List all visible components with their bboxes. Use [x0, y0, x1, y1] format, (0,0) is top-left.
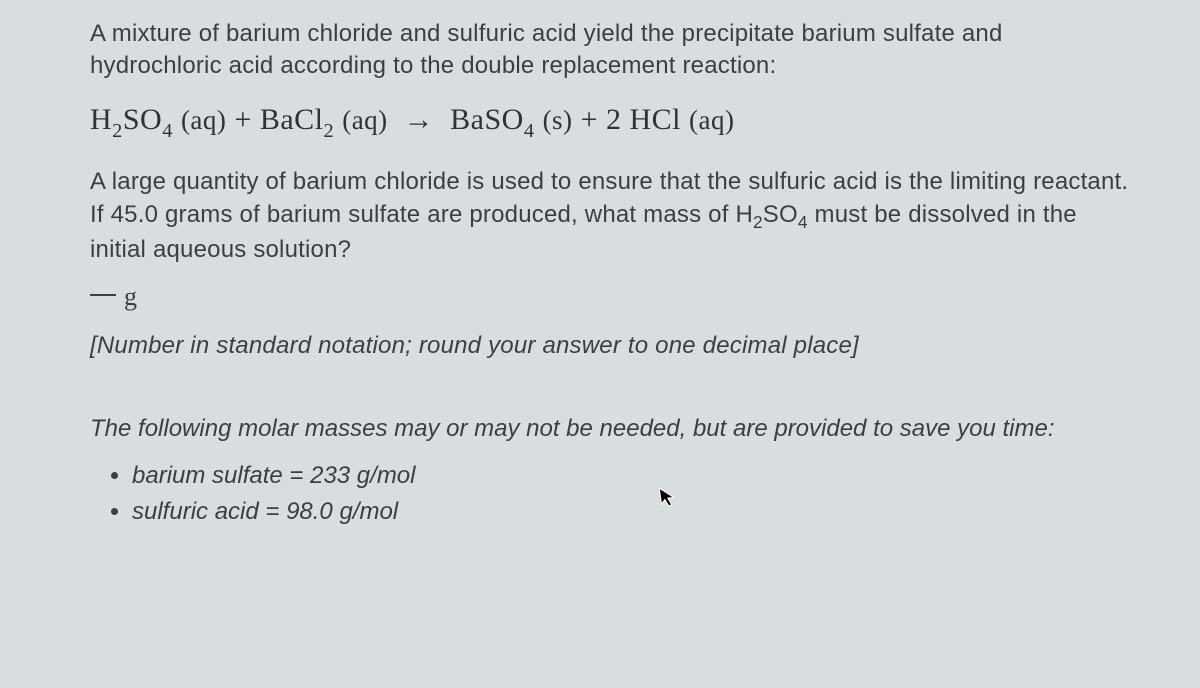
- answer-unit: g: [124, 282, 137, 312]
- answer-blank[interactable]: [90, 294, 116, 296]
- eq-plus1: +: [234, 103, 259, 136]
- answer-row: g: [90, 282, 1130, 312]
- instruction-text: [Number in standard notation; round your…: [90, 330, 1130, 362]
- eq-h2so4: H2SO4: [90, 103, 173, 136]
- question-paragraph: A large quantity of barium chloride is u…: [90, 166, 1130, 266]
- eq-baso4: BaSO4: [450, 103, 534, 136]
- chemical-equation: H2SO4 (aq) + BaCl2 (aq) → BaSO4 (s) + 2 …: [90, 99, 1130, 145]
- eq-state-aq3: (aq): [689, 105, 734, 135]
- list-item: barium sulfate = 233 g/mol: [132, 459, 1130, 493]
- eq-state-s: (s): [543, 105, 573, 135]
- molar-mass-list: barium sulfate = 233 g/mol sulfuric acid…: [90, 459, 1130, 528]
- eq-bacl2: BaCl2: [260, 103, 334, 136]
- eq-plus2: +: [581, 103, 606, 136]
- list-item: sulfuric acid = 98.0 g/mol: [132, 495, 1130, 529]
- intro-paragraph: A mixture of barium chloride and sulfuri…: [90, 18, 1130, 83]
- eq-state-aq1: (aq): [181, 105, 226, 135]
- eq-arrow: →: [404, 99, 435, 141]
- hint-paragraph: The following molar masses may or may no…: [90, 413, 1130, 445]
- eq-state-aq2: (aq): [342, 105, 387, 135]
- eq-hcl: HCl: [629, 103, 681, 136]
- eq-coef2: 2: [606, 103, 622, 136]
